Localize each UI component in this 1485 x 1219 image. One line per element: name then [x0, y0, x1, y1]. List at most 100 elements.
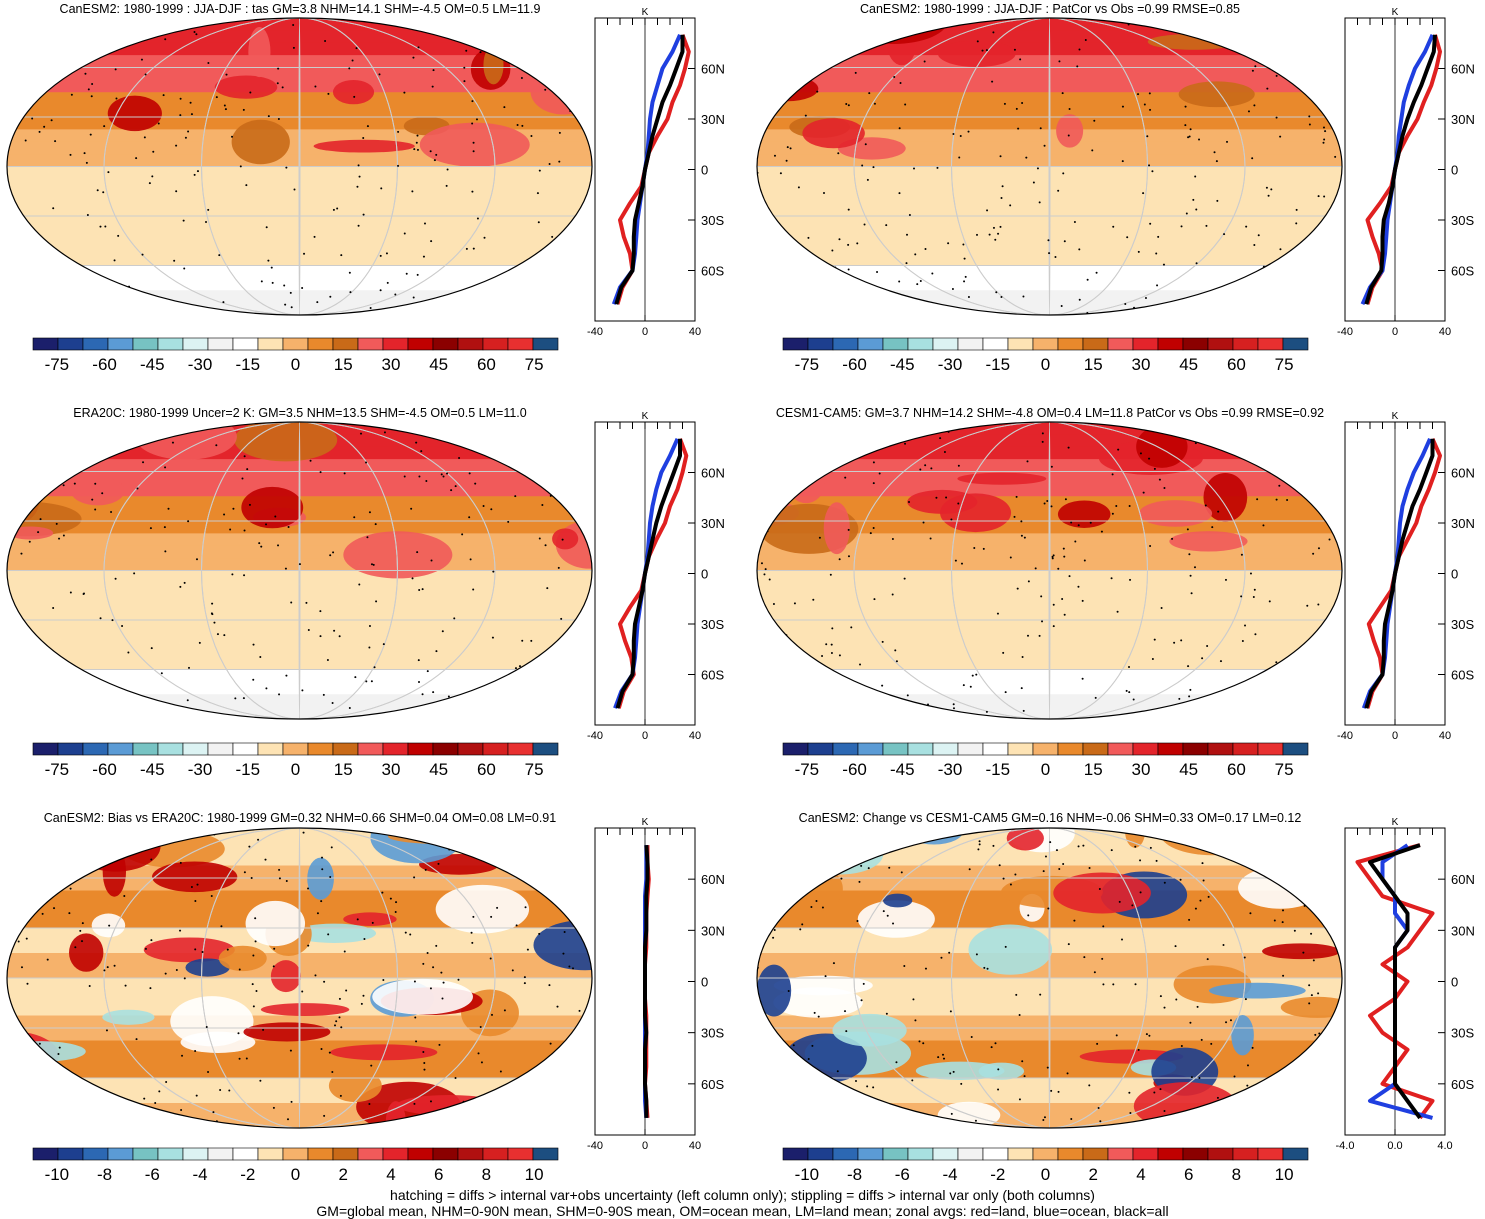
stipple-dot [935, 496, 938, 499]
stipple-dot [11, 1049, 14, 1052]
profile-line-red [615, 34, 691, 305]
stipple-dot [1328, 538, 1331, 541]
map-patch [69, 933, 104, 972]
stipple-dot [1156, 284, 1159, 287]
map-patch [70, 476, 125, 506]
stipple-dot [416, 551, 419, 554]
stipple-dot [1275, 74, 1278, 77]
stipple-dot [89, 133, 92, 136]
stipple-dot [774, 1042, 777, 1045]
stipple-dot [792, 1044, 795, 1047]
stipple-dot [1251, 1046, 1254, 1049]
stipple-dot [1247, 110, 1250, 113]
stipple-dot [441, 997, 444, 1000]
stipple-dot [321, 856, 324, 859]
stipple-dot [1184, 124, 1187, 127]
stipple-dot [14, 708, 17, 711]
stipple-dot [368, 511, 371, 514]
stipple-dot [379, 254, 382, 257]
stipple-dot [1139, 452, 1142, 455]
stipple-dot [895, 660, 898, 663]
stipple-dot [149, 527, 152, 530]
stipple-dot [1262, 524, 1265, 527]
stipple-dot [1295, 208, 1298, 211]
stipple-dot [1015, 993, 1018, 996]
stipple-dot [154, 1101, 157, 1104]
stipple-dot [796, 866, 799, 869]
stipple-dot [1286, 498, 1289, 501]
graticule-meridian [1048, 828, 1051, 1128]
stipple-dot [17, 940, 20, 943]
stipple-dot [1246, 1064, 1249, 1067]
stipple-dot [285, 880, 288, 883]
map-patch [7, 501, 82, 537]
stipple-dot [771, 689, 774, 692]
stipple-dot [511, 969, 514, 972]
stipple-dot [182, 832, 185, 835]
stipple-dot [542, 675, 545, 678]
stipple-dot [290, 306, 293, 309]
stipple-dot [179, 97, 182, 100]
colorbar-swatch [382, 337, 409, 351]
stipple-dot [541, 1077, 544, 1080]
colorbar-tick-label: 0 [291, 1165, 300, 1184]
map-patch [773, 987, 863, 1018]
stipple-dot [903, 577, 906, 580]
stipple-dot [994, 238, 997, 241]
stipple-dot [186, 699, 189, 702]
stipple-dot [348, 67, 351, 70]
colorbar-swatch [532, 1147, 559, 1161]
stipple-dot [26, 982, 29, 985]
stipple-dot [490, 915, 493, 918]
stipple-dot [52, 456, 55, 459]
stipple-dot [818, 536, 821, 539]
graticule-meridian [298, 422, 301, 719]
stipple-dot [472, 150, 475, 153]
colorbar-tick-label: 60 [477, 355, 496, 374]
stipple-dot [1163, 881, 1166, 884]
stipple-dot [1020, 534, 1023, 537]
stipple-dot [25, 937, 28, 940]
stipple-dot [886, 914, 889, 917]
stipple-dot [411, 577, 414, 580]
profile-x-tick-label: -40 [1337, 326, 1353, 338]
stipple-dot [515, 924, 518, 927]
colorbar-tick-label: 8 [482, 1165, 491, 1184]
stipple-dot [1148, 1034, 1151, 1037]
stipple-dot [1273, 919, 1276, 922]
stipple-dot [490, 508, 493, 511]
stipple-dot [465, 247, 468, 250]
stipple-dot [1258, 868, 1261, 871]
profile-line-black [1364, 438, 1435, 709]
stipple-dot [924, 967, 927, 970]
stipple-dot [238, 968, 241, 971]
stipple-dot [1187, 136, 1190, 139]
stipple-dot [1052, 625, 1055, 628]
colorbar-tick-label: -60 [92, 355, 117, 374]
stipple-dot [20, 966, 23, 969]
stipple-dot [1068, 107, 1071, 110]
stipple-dot [412, 296, 415, 299]
stipple-dot [807, 236, 810, 239]
stipple-dot [997, 1088, 1000, 1091]
stipple-dot [89, 700, 92, 703]
stipple-dot [973, 546, 976, 549]
stipple-dot [167, 507, 170, 510]
map-patch [385, 1101, 406, 1128]
stipple-dot [223, 634, 226, 637]
colorbar-swatch [132, 337, 159, 351]
stipple-dot [453, 617, 456, 620]
stipple-dot [472, 588, 475, 591]
map-patch [7, 61, 49, 78]
panel-5: CanESM2: Bias vs ERA20C: 1980-1999 GM=0.… [6, 811, 725, 1184]
stipple-dot [215, 96, 218, 99]
stipple-dot [117, 234, 120, 237]
panel-4: CESM1-CAM5: GM=3.7 NHM=14.2 SHM=-4.8 OM=… [756, 406, 1475, 779]
stipple-dot [1292, 439, 1295, 442]
stipple-dot [1129, 578, 1132, 581]
stipple-dot [930, 467, 933, 470]
colorbar-swatch [182, 1147, 209, 1161]
stipple-dot [1207, 895, 1210, 898]
colorbar-swatch [1107, 1147, 1134, 1161]
stipple-dot [1201, 657, 1204, 660]
